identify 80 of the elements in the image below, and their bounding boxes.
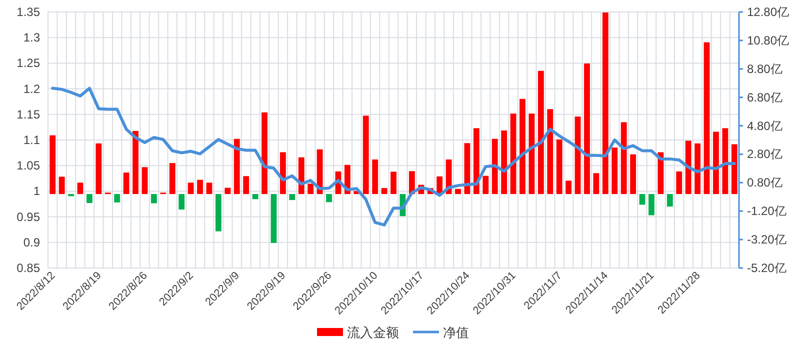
y-tick-label: 1.05 [16, 158, 40, 173]
bar [142, 167, 148, 194]
y2-tick-label: -3.20亿 [747, 232, 786, 247]
bar [520, 98, 526, 194]
bar [77, 182, 84, 194]
bar [243, 176, 250, 194]
bar [151, 194, 157, 204]
bar [178, 194, 185, 210]
legend-label: 流入金额 [347, 325, 399, 340]
y2-tick-label: 10.80亿 [747, 33, 790, 48]
bar [593, 173, 600, 194]
y2-tick-label: 8.80亿 [747, 62, 782, 76]
bar [473, 128, 480, 194]
y2-tick-label: -1.20亿 [747, 204, 786, 218]
bar [308, 184, 314, 194]
bar [666, 194, 673, 207]
bar [252, 194, 258, 200]
y-tick-label: 1.25 [16, 56, 40, 70]
bar [492, 138, 498, 194]
y-tick-label: 1.3 [23, 30, 40, 45]
bar [501, 130, 508, 194]
bar [722, 128, 728, 194]
bar [86, 194, 92, 204]
bar [620, 122, 627, 194]
y2-tick-label: 6.80亿 [747, 90, 782, 104]
bar [658, 152, 664, 194]
legend-label: 净值 [443, 325, 469, 340]
bar [216, 194, 222, 232]
bar [436, 176, 443, 194]
y2-tick-label: 12.80亿 [747, 5, 790, 19]
y-tick-label: 0.9 [23, 235, 40, 250]
bar [169, 163, 176, 194]
bar [326, 194, 332, 202]
bar [123, 172, 130, 194]
bar [58, 176, 65, 194]
bar [612, 148, 618, 194]
bar [234, 138, 240, 194]
bar [482, 176, 489, 194]
y-tick-label: 1.15 [16, 107, 40, 122]
y2-tick-label: -5.20亿 [747, 261, 786, 275]
bar [547, 109, 554, 194]
bar [556, 139, 562, 194]
bar [188, 182, 194, 194]
y2-tick-label: 4.80亿 [747, 118, 782, 133]
y-tick-label: 0.95 [16, 210, 40, 224]
bar [50, 135, 56, 194]
y-tick-label: 0.85 [16, 261, 40, 275]
bar [362, 116, 369, 194]
y2-tick-label: 0.80亿 [747, 176, 782, 190]
bar [676, 171, 682, 194]
bar [630, 154, 636, 194]
bar [372, 159, 378, 194]
bar [270, 194, 277, 243]
bar [390, 172, 396, 194]
bar [602, 12, 608, 194]
y-tick-label: 1 [33, 184, 40, 198]
bar [704, 42, 710, 194]
bar [584, 63, 590, 194]
bar [114, 194, 120, 202]
bar [566, 180, 572, 194]
bar [648, 194, 654, 216]
bar [96, 143, 102, 194]
y-tick-label: 1.1 [23, 133, 40, 147]
bar [197, 180, 203, 194]
bar [538, 70, 544, 194]
y2-tick-label: 2.80亿 [747, 147, 782, 162]
bar [289, 194, 296, 200]
bar [224, 188, 231, 194]
bar [731, 144, 738, 194]
y-tick-label: 1.35 [16, 5, 40, 19]
bar [694, 143, 700, 194]
bar [206, 182, 212, 194]
bar [639, 194, 646, 205]
bar [132, 130, 138, 194]
bar [713, 132, 719, 194]
bar [381, 188, 388, 194]
bar [685, 140, 692, 194]
bar [455, 188, 461, 194]
y-tick-label: 1.2 [23, 82, 40, 96]
bar [262, 112, 268, 194]
